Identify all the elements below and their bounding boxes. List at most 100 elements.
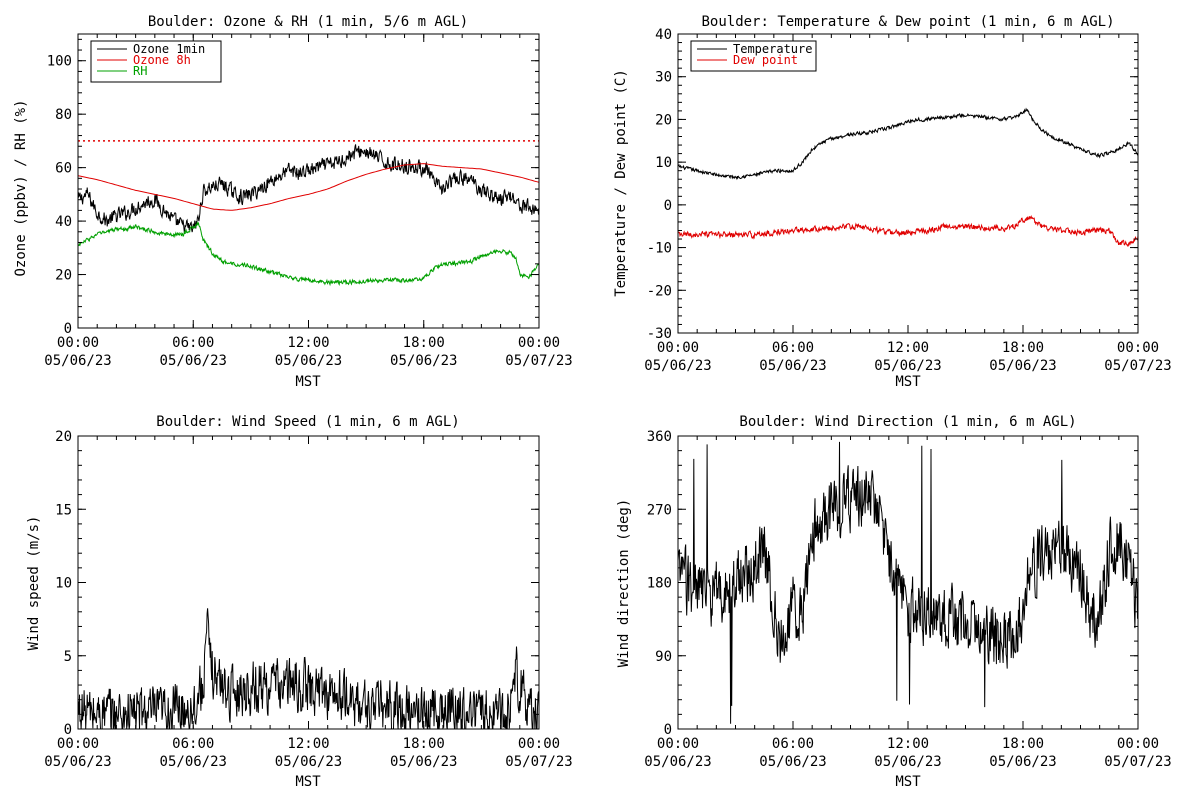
legend-box [90, 40, 222, 83]
x-tick-time-label: 18:00 [403, 335, 445, 351]
x-tick-date-label: 05/06/23 [390, 353, 457, 369]
legend-label: Ozone 8h [133, 53, 191, 67]
x-tick-date-label: 05/06/23 [759, 358, 826, 374]
y-tick-label: 0 [664, 722, 672, 738]
x-tick-time-label: 18:00 [403, 736, 445, 752]
x-tick-time-label: 00:00 [518, 335, 560, 351]
legend-label: Temperature [733, 42, 812, 56]
y-tick-label: 15 [55, 502, 72, 518]
x-tick-date-label: 05/07/23 [505, 754, 572, 770]
x-tick-time-label: 12:00 [287, 335, 329, 351]
series-temperature [678, 107, 1138, 181]
chart-title: Boulder: Wind Speed (1 min, 6 m AGL) [156, 414, 459, 430]
x-tick-date-label: 05/06/23 [160, 754, 227, 770]
y-axis-label: Wind direction (deg) [616, 499, 632, 668]
x-tick-date-label: 05/06/23 [989, 358, 1056, 374]
panel-ozone-rh: Boulder: Ozone & RH (1 min, 5/6 m AGL) O… [13, 14, 573, 390]
x-tick-date-label: 05/06/23 [644, 358, 711, 374]
plot-area: 0 5 10 15 20 00:00 05/06/23 06:00 05/06/23 12:00 0… [44, 429, 572, 770]
x-tick-time-label: 12:00 [287, 736, 329, 752]
y-axis-label: Ozone (ppbv) / RH (%) [13, 99, 29, 276]
x-tick-date-label: 05/06/23 [44, 754, 111, 770]
x-tick-time-label: 12:00 [887, 736, 929, 752]
x-tick-date-label: 05/07/23 [505, 353, 572, 369]
legend-label: Dew point [733, 53, 798, 67]
y-tick-label: 20 [55, 429, 72, 445]
y-tick-label: 270 [647, 502, 672, 518]
series-dew-point [678, 214, 1138, 247]
y-tick-label: 5 [64, 649, 72, 665]
x-tick-time-label: 06:00 [772, 736, 814, 752]
y-axis-label: Temperature / Dew point (C) [613, 69, 629, 297]
y-tick-label: 80 [55, 107, 72, 123]
x-tick-date-label: 05/06/23 [989, 754, 1056, 770]
x-tick-date-label: 05/06/23 [275, 754, 342, 770]
x-tick-time-label: 00:00 [1117, 340, 1159, 356]
y-tick-label: -10 [647, 241, 672, 257]
plot-area: 0 90 180 270 360 00:00 05/06/23 06:00 05/06/23 12… [644, 429, 1171, 770]
y-tick-label: 180 [647, 576, 672, 592]
y-axis-label: Wind speed (m/s) [26, 516, 42, 651]
x-tick-time-label: 00:00 [657, 736, 699, 752]
x-tick-date-label: 05/06/23 [759, 754, 826, 770]
x-tick-time-label: 00:00 [657, 340, 699, 356]
x-tick-time-label: 06:00 [172, 335, 214, 351]
x-axis-label: MST [295, 374, 321, 390]
legend-label: Ozone 1min [133, 42, 205, 56]
y-tick-label: 0 [664, 198, 672, 214]
y-tick-label: 10 [655, 155, 672, 171]
y-tick-label: 60 [55, 161, 72, 177]
x-tick-time-label: 18:00 [1002, 736, 1044, 752]
panel-wind-speed: Boulder: Wind Speed (1 min, 6 m AGL) Win… [26, 414, 573, 790]
series-line [78, 608, 539, 729]
x-tick-date-label: 05/06/23 [874, 358, 941, 374]
x-tick-date-label: 05/06/23 [874, 754, 941, 770]
legend-box [690, 40, 817, 72]
y-tick-label: 20 [55, 268, 72, 284]
y-tick-label: 100 [47, 54, 72, 70]
x-tick-time-label: 18:00 [1002, 340, 1044, 356]
series-line [678, 441, 1138, 724]
x-tick-date-label: 05/06/23 [390, 754, 457, 770]
x-tick-time-label: 00:00 [1117, 736, 1159, 752]
x-axis-label: MST [895, 774, 921, 790]
panel-temperature-dewpoint: Boulder: Temperature & Dew point (1 min,… [613, 14, 1172, 390]
y-tick-label: 0 [64, 722, 72, 738]
x-tick-time-label: 00:00 [57, 335, 99, 351]
y-tick-label: 360 [647, 429, 672, 445]
x-tick-date-label: 05/06/23 [644, 754, 711, 770]
y-tick-label: 40 [655, 27, 672, 43]
y-tick-label: -30 [647, 326, 672, 342]
x-tick-time-label: 06:00 [772, 340, 814, 356]
x-axis-label: MST [295, 774, 321, 790]
chart-title: Boulder: Ozone & RH (1 min, 5/6 m AGL) [148, 14, 468, 30]
series-rh [78, 221, 539, 287]
series-ozone-8h [78, 163, 539, 211]
x-tick-time-label: 12:00 [887, 340, 929, 356]
y-tick-label: 90 [655, 649, 672, 665]
x-tick-date-label: 05/07/23 [1104, 358, 1171, 374]
x-tick-date-label: 05/06/23 [44, 353, 111, 369]
x-tick-time-label: 06:00 [172, 736, 214, 752]
y-tick-label: 10 [55, 576, 72, 592]
x-tick-date-label: 05/07/23 [1104, 754, 1171, 770]
panel-wind-direction: Boulder: Wind Direction (1 min, 6 m AGL)… [616, 414, 1172, 790]
chart-title: Boulder: Temperature & Dew point (1 min,… [701, 14, 1114, 30]
x-axis-label: MST [895, 374, 921, 390]
y-tick-label: 0 [64, 321, 72, 337]
x-tick-date-label: 05/06/23 [275, 353, 342, 369]
legend-label: RH [133, 64, 147, 78]
y-tick-label: 40 [55, 214, 72, 230]
y-tick-label: -20 [647, 283, 672, 299]
y-tick-label: 20 [655, 112, 672, 128]
chart-title: Boulder: Wind Direction (1 min, 6 m AGL) [739, 414, 1076, 430]
x-tick-time-label: 00:00 [518, 736, 560, 752]
series-ozone-1min [78, 144, 539, 235]
plot-area: 0 20 40 60 80 100 00:00 05/06/23 06:00 05/06/23 12… [44, 33, 573, 369]
x-tick-time-label: 00:00 [57, 736, 99, 752]
plot-area: -30 -20 -10 0 10 20 30 40 00:00 05/06/23 06:00 05/0… [644, 27, 1171, 374]
y-tick-label: 30 [655, 70, 672, 86]
x-tick-date-label: 05/06/23 [160, 353, 227, 369]
